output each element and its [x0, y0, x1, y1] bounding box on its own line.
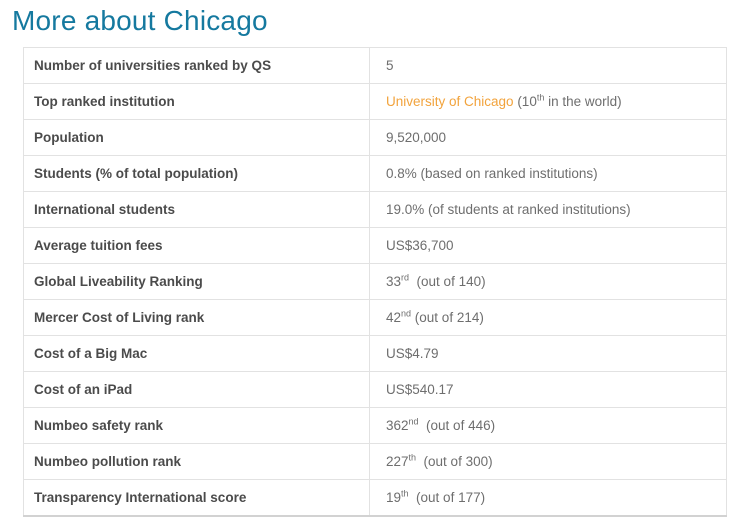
row-label: Numbeo safety rank — [23, 407, 370, 444]
row-label: Cost of a Big Mac — [23, 335, 370, 372]
value-text: 19.0% (of students at ranked institution… — [386, 202, 631, 217]
row-label: Number of universities ranked by QS — [23, 47, 370, 84]
table-row: Mercer Cost of Living rank 42nd (out of 2… — [23, 299, 727, 336]
ordinal-suffix: nd — [401, 308, 412, 319]
row-value: 9,520,000 — [369, 119, 727, 156]
row-value: 227th (out of 300) — [369, 443, 727, 480]
value-text: 227 — [386, 454, 409, 469]
ordinal-suffix: th — [401, 488, 409, 499]
row-label: Cost of an iPad — [23, 371, 370, 408]
ordinal-suffix: th — [536, 92, 545, 103]
value-text: (10 — [513, 94, 537, 109]
table-row: Numbeo pollution rank 227th (out of 300) — [23, 443, 727, 480]
row-label: Students (% of total population) — [23, 155, 370, 192]
value-text: US$540.17 — [386, 382, 454, 397]
value-text: 42 — [386, 310, 402, 325]
row-label: Average tuition fees — [23, 227, 370, 264]
table-row: Students (% of total population) 0.8% (ba… — [23, 155, 727, 192]
value-text: 5 — [386, 58, 394, 73]
table-row: Numbeo safety rank 362nd (out of 446) — [23, 407, 727, 444]
ordinal-suffix: nd — [408, 416, 419, 427]
row-label: International students — [23, 191, 370, 228]
page-title: More about Chicago — [12, 5, 268, 36]
ordinal-suffix: rd — [401, 272, 410, 283]
value-text: 19 — [386, 490, 402, 505]
row-label: Transparency International score — [23, 479, 370, 517]
row-value: 19.0% (of students at ranked institution… — [369, 191, 727, 228]
row-value: 362nd (out of 446) — [369, 407, 727, 444]
row-value: 0.8% (based on ranked institutions) — [369, 155, 727, 192]
value-text: 9,520,000 — [386, 130, 447, 145]
row-value: US$540.17 — [369, 371, 727, 408]
row-label: Numbeo pollution rank — [23, 443, 370, 480]
row-value: US$36,700 — [369, 227, 727, 264]
value-text: (out of 140) — [409, 274, 486, 289]
table-row: Top ranked institution University of Chic… — [23, 83, 727, 120]
table-row: Global Liveability Ranking 33rd (out of 1… — [23, 263, 727, 300]
value-text: (out of 300) — [416, 454, 493, 469]
row-label: Global Liveability Ranking — [23, 263, 370, 300]
university-link[interactable]: University of Chicago — [386, 94, 514, 109]
value-text: 0.8% (based on ranked institutions) — [386, 166, 598, 181]
value-text: in the world) — [544, 94, 622, 109]
value-text: 362 — [386, 418, 409, 433]
table-row: Average tuition fees US$36,700 — [23, 227, 727, 264]
table-row: Transparency International score 19th (ou… — [23, 479, 727, 517]
row-label: Mercer Cost of Living rank — [23, 299, 370, 336]
row-value: US$4.79 — [369, 335, 727, 372]
value-text: (out of 446) — [418, 418, 496, 433]
row-value: 33rd (out of 140) — [369, 263, 727, 300]
value-text: US$36,700 — [386, 238, 454, 253]
city-facts-table: Number of universities ranked by QS 5 Top … — [23, 47, 727, 517]
row-value: 19th (out of 177) — [369, 479, 727, 517]
value-text: US$4.79 — [386, 346, 439, 361]
row-value: 5 — [369, 47, 727, 84]
row-value: University of Chicago (10th in the world… — [369, 83, 727, 120]
row-value: 42nd (out of 214) — [369, 299, 727, 336]
row-label: Top ranked institution — [23, 83, 370, 120]
value-text: 33 — [386, 274, 402, 289]
ordinal-suffix: th — [408, 452, 417, 463]
row-label: Population — [23, 119, 370, 156]
table-row: Population 9,520,000 — [23, 119, 727, 156]
table-row: Number of universities ranked by QS 5 — [23, 47, 727, 84]
value-text: (out of 177) — [408, 490, 486, 505]
table-row: Cost of an iPad US$540.17 — [23, 371, 727, 408]
table-row: International students 19.0% (of students… — [23, 191, 727, 228]
value-text: (out of 214) — [411, 310, 484, 325]
facts-table-body: Number of universities ranked by QS 5 Top … — [23, 47, 727, 517]
table-row: Cost of a Big Mac US$4.79 — [23, 335, 727, 372]
